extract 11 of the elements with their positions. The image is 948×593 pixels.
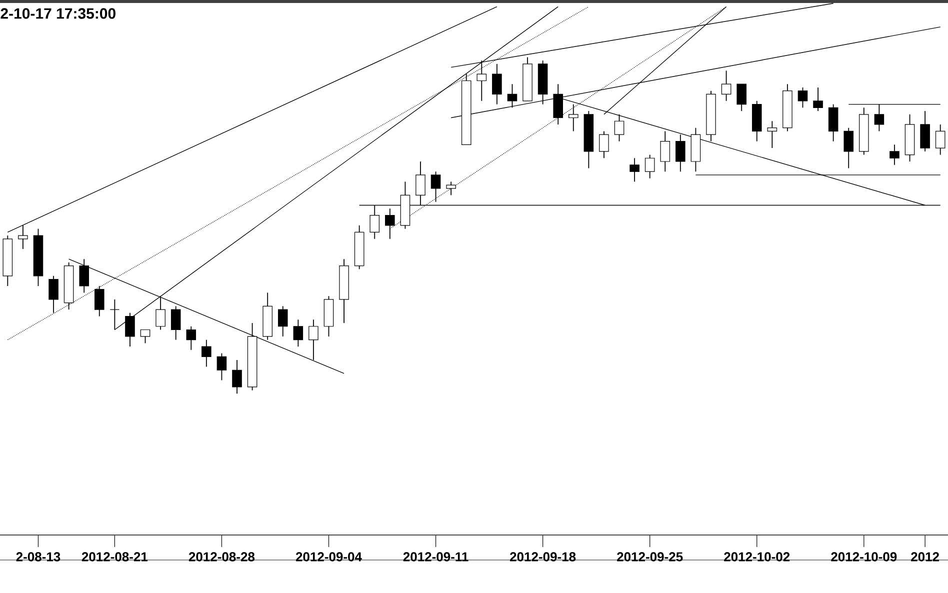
x-tick-label: 2012-09-18 xyxy=(510,552,576,562)
x-tick-label: 2012-09-25 xyxy=(617,552,683,562)
x-tick-label: 2012-09-04 xyxy=(296,552,362,562)
x-tick-label: 2012-10-09 xyxy=(831,552,897,562)
x-tick-label: 2012-09-11 xyxy=(403,552,468,562)
x-tick-label: 2012 xyxy=(911,552,939,562)
x-tick-label: 2012-10-02 xyxy=(724,552,790,562)
x-tick-label: 2-08-13 xyxy=(16,552,60,562)
x-tick-label: 2012-08-28 xyxy=(188,552,255,562)
x-tick-label: 2012-08-21 xyxy=(82,552,148,562)
chart-title: 2-10-17 17:35:00 xyxy=(0,8,116,19)
